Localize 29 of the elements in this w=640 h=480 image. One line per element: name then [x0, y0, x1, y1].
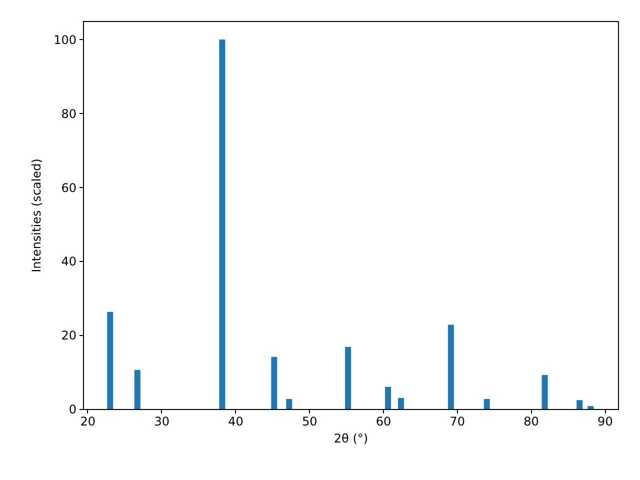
- bar: [576, 400, 583, 409]
- x-tick-label: 50: [302, 414, 318, 428]
- x-tick-label: 30: [154, 414, 170, 428]
- y-tick-label: 60: [61, 180, 76, 195]
- x-tick-label: 20: [80, 414, 96, 428]
- bar: [542, 375, 548, 409]
- y-tick-label: 20: [61, 328, 76, 343]
- bar: [448, 324, 454, 409]
- bar: [398, 398, 404, 409]
- bar: [107, 312, 114, 409]
- bar: [385, 386, 392, 409]
- bar: [134, 370, 140, 409]
- x-tick-label: 90: [598, 414, 613, 428]
- y-axis-title: Intensities (scaled): [30, 158, 44, 272]
- bar: [484, 399, 490, 409]
- x-axis-title: 2θ (°): [334, 432, 368, 446]
- x-tick-label: 60: [376, 414, 392, 428]
- x-tick-label: 40: [228, 414, 244, 428]
- bar: [271, 356, 278, 409]
- y-tick-label: 0: [68, 402, 76, 416]
- bar: [588, 406, 594, 409]
- x-tick-label: 80: [524, 414, 539, 428]
- bar: [345, 346, 352, 409]
- bar: [219, 39, 226, 409]
- y-tick-label: 100: [54, 32, 76, 47]
- bar: [286, 399, 292, 409]
- y-tick-label: 80: [61, 106, 76, 121]
- y-tick-label: 40: [61, 254, 76, 269]
- x-tick-label: 70: [450, 414, 466, 428]
